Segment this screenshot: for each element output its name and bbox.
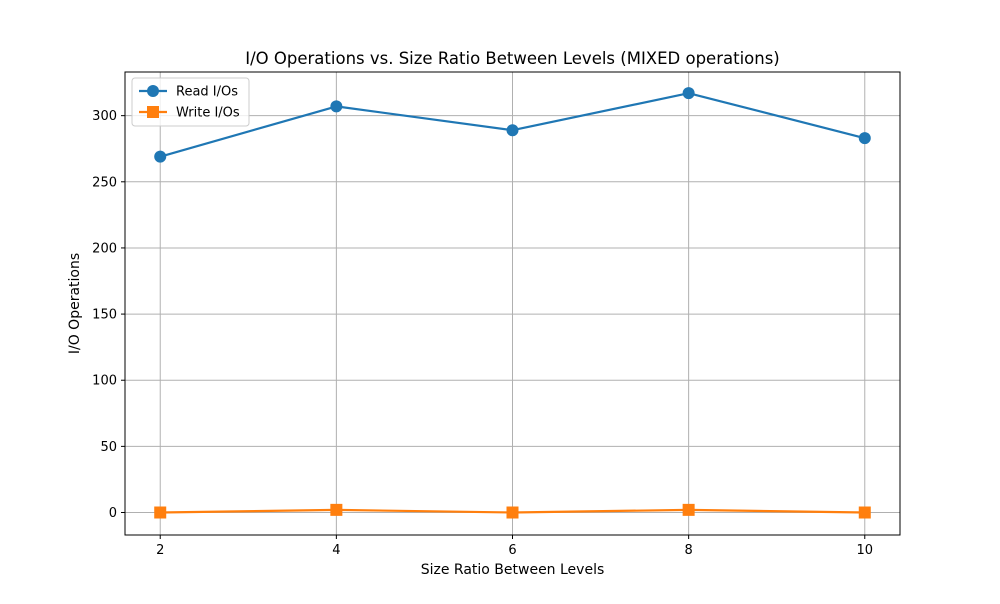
data-point-square — [858, 506, 871, 519]
x-axis-label: Size Ratio Between Levels — [421, 562, 605, 578]
legend-item: Write I/Os — [139, 106, 240, 121]
y-axis-label: I/O Operations — [67, 253, 83, 354]
series-read-ios — [154, 87, 871, 163]
legend-label: Read I/Os — [176, 85, 238, 100]
legend-item: Read I/Os — [139, 85, 238, 100]
data-point-circle — [858, 132, 871, 145]
y-tick-label: 200 — [92, 241, 117, 256]
legend-marker-square — [147, 106, 159, 118]
x-tick-label: 4 — [332, 543, 340, 558]
y-tick-label: 150 — [92, 308, 117, 323]
data-point-circle — [682, 87, 695, 100]
chart-title: I/O Operations vs. Size Ratio Between Le… — [245, 49, 780, 68]
x-tick-label: 10 — [856, 543, 873, 558]
series-layer — [154, 87, 871, 519]
y-tick-label: 0 — [109, 506, 117, 521]
x-tick-label: 8 — [684, 543, 692, 558]
x-tick-label: 2 — [156, 543, 164, 558]
data-point-circle — [506, 124, 519, 137]
data-point-square — [506, 506, 519, 519]
data-point-square — [682, 503, 695, 516]
series-write-ios — [154, 503, 871, 519]
x-tick-label: 6 — [508, 543, 516, 558]
y-tick-label: 50 — [100, 440, 117, 455]
data-point-square — [330, 503, 343, 516]
y-tick-label: 300 — [92, 109, 117, 124]
legend-marker-circle — [147, 85, 159, 97]
legend-label: Write I/Os — [176, 106, 240, 121]
y-tick-label: 250 — [92, 175, 117, 190]
data-point-circle — [330, 100, 343, 113]
data-point-circle — [154, 150, 167, 163]
data-point-square — [154, 506, 167, 519]
y-tick-label: 100 — [92, 374, 117, 389]
legend: Read I/Os Write I/Os — [131, 77, 250, 127]
grid-layer — [125, 72, 900, 535]
